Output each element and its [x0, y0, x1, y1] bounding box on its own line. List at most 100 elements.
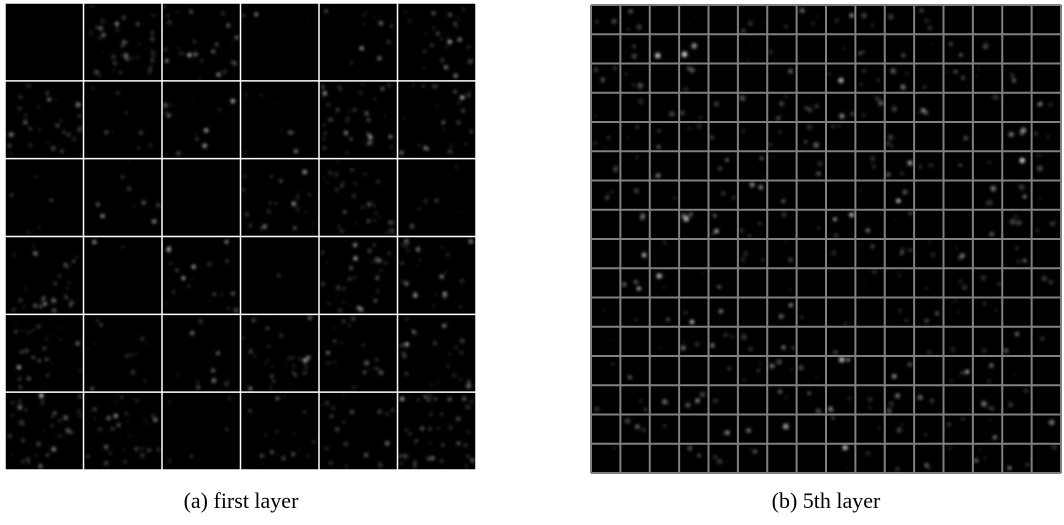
activation-spot [892, 107, 897, 112]
activation-spot [100, 323, 103, 326]
activation-spot [362, 344, 364, 346]
activation-spot [86, 454, 90, 458]
activation-spot [11, 414, 14, 417]
activation-spot [723, 332, 728, 337]
activation-spot [331, 406, 335, 410]
activation-spot [467, 46, 469, 48]
activation-spot [445, 272, 447, 274]
activation-spot [25, 287, 27, 289]
activation-spot [306, 356, 310, 360]
activation-spot [179, 53, 181, 55]
activation-spot [816, 15, 818, 17]
activation-spot [152, 219, 156, 223]
activation-spot [242, 337, 245, 340]
activation-spot [404, 281, 408, 285]
activation-spot [1036, 229, 1039, 232]
activation-spot [345, 151, 348, 154]
activation-spot [329, 461, 333, 465]
activation-spot [202, 325, 204, 327]
activation-spot [350, 61, 353, 64]
activation-spot [956, 290, 958, 292]
activation-spot [637, 287, 641, 291]
activation-spot [65, 436, 67, 438]
activation-spot [128, 436, 129, 437]
activation-spot [897, 428, 902, 433]
activation-spot [90, 387, 93, 390]
activation-spot [18, 107, 21, 110]
activation-spot [323, 131, 327, 135]
activation-spot [272, 380, 275, 383]
activation-spot [38, 128, 41, 131]
activation-spot [349, 278, 351, 280]
activation-spot [446, 14, 447, 15]
activation-spot [8, 433, 10, 435]
activation-spot [325, 447, 329, 451]
activation-spot [113, 69, 115, 71]
activation-spot [899, 274, 901, 276]
activation-spot [909, 212, 912, 215]
activation-spot [871, 245, 874, 248]
activation-spot [613, 447, 616, 450]
activation-spot [92, 87, 95, 90]
activation-spot [407, 86, 409, 88]
page: {"panels": [{"caption": "(a) first layer… [0, 0, 1064, 525]
activation-spot [833, 350, 838, 355]
activation-spot [447, 365, 449, 367]
activation-spot [298, 450, 300, 452]
activation-spot [35, 176, 37, 178]
activation-spot [225, 259, 229, 263]
activation-spot [905, 319, 908, 322]
activation-spot [92, 240, 96, 244]
activation-spot [336, 286, 340, 290]
activation-spot [688, 128, 690, 130]
activation-spot [743, 378, 746, 381]
activation-spot [460, 279, 464, 283]
activation-spot [449, 13, 452, 16]
activation-spot [223, 70, 227, 74]
activation-spot [813, 142, 819, 148]
activation-spot [97, 320, 99, 322]
activation-spot [228, 378, 230, 380]
activation-spot [147, 422, 149, 424]
activation-spot [441, 58, 445, 62]
activation-spot [961, 417, 965, 421]
activation-spot [365, 13, 366, 14]
activation-spot [203, 144, 207, 148]
activation-spot [76, 341, 80, 345]
activation-spot [28, 143, 32, 147]
activation-spot [268, 359, 269, 360]
activation-spot [347, 116, 350, 119]
activation-spot [812, 22, 815, 25]
activation-spot [391, 408, 395, 412]
activation-spot [710, 343, 714, 347]
activation-spot [111, 427, 114, 430]
activation-spot [667, 402, 669, 404]
activation-spot [305, 212, 307, 214]
activation-spot [831, 125, 834, 128]
activation-spot [975, 75, 978, 78]
activation-spot [1049, 420, 1054, 425]
activation-spot [351, 387, 353, 389]
activation-spot [954, 70, 957, 73]
activation-spot [901, 423, 903, 425]
activation-spot [354, 256, 358, 260]
activation-spot [384, 261, 387, 264]
activation-spot [726, 159, 729, 162]
activation-spot [923, 51, 925, 53]
activation-spot [204, 128, 208, 132]
activation-spot [104, 445, 108, 449]
activation-spot [123, 17, 125, 19]
activation-spot [436, 106, 438, 108]
activation-spot [718, 166, 722, 170]
activation-spot [288, 131, 292, 135]
activation-spot [245, 212, 249, 216]
activation-spot [1042, 276, 1047, 281]
activation-spot [642, 253, 647, 258]
activation-spot [130, 354, 133, 357]
activation-spot [462, 109, 465, 112]
activation-spot [151, 32, 153, 34]
activation-spot [622, 282, 626, 286]
activation-spot [866, 451, 871, 456]
activation-spot [931, 400, 934, 403]
activation-spot [791, 369, 793, 371]
